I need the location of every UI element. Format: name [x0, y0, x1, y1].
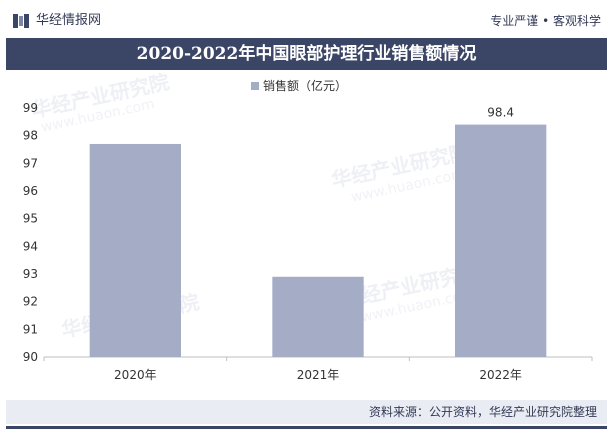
y-tick-label: 94 [23, 239, 38, 253]
header: 华经情报网 专业严谨 • 客观科学 [0, 0, 613, 38]
source-note: 资料来源：公开资料，华经产业研究院整理 [368, 405, 597, 419]
chart-title: 2020-2022年中国眼部护理行业销售额情况 [136, 44, 477, 64]
legend-swatch [251, 82, 259, 90]
huajing-logo-icon [13, 14, 29, 28]
y-tick-label: 90 [23, 350, 38, 364]
bottom-rule [6, 426, 607, 429]
y-tick-label: 97 [23, 156, 38, 170]
x-tick-label: 2020年 [114, 368, 157, 382]
bar [455, 124, 547, 357]
footer: 资料来源：公开资料，华经产业研究院整理 [6, 400, 607, 424]
bar [89, 143, 181, 357]
x-tick-label: 2021年 [297, 368, 340, 382]
bar-chart: 销售额（亿元） 90 91 92 93 94 95 96 97 98 99 2020年 2021年 202… [23, 78, 593, 382]
y-tick-label: 93 [23, 267, 38, 281]
y-tick-label: 99 [23, 101, 38, 115]
data-label: 98.4 [487, 106, 514, 120]
bar [272, 276, 364, 357]
title-bar: 2020-2022年中国眼部护理行业销售额情况 [6, 38, 607, 70]
y-tick-label: 92 [23, 295, 38, 309]
tagline: 专业严谨 • 客观科学 [490, 14, 601, 28]
x-tick-label: 2022年 [479, 368, 522, 382]
y-tick-label: 91 [23, 322, 38, 336]
y-tick-label: 95 [23, 212, 38, 226]
brand-name: 华经情报网 [36, 13, 102, 28]
y-tick-label: 96 [23, 184, 38, 198]
y-tick-label: 98 [23, 129, 38, 143]
legend-label: 销售额（亿元） [263, 78, 347, 93]
